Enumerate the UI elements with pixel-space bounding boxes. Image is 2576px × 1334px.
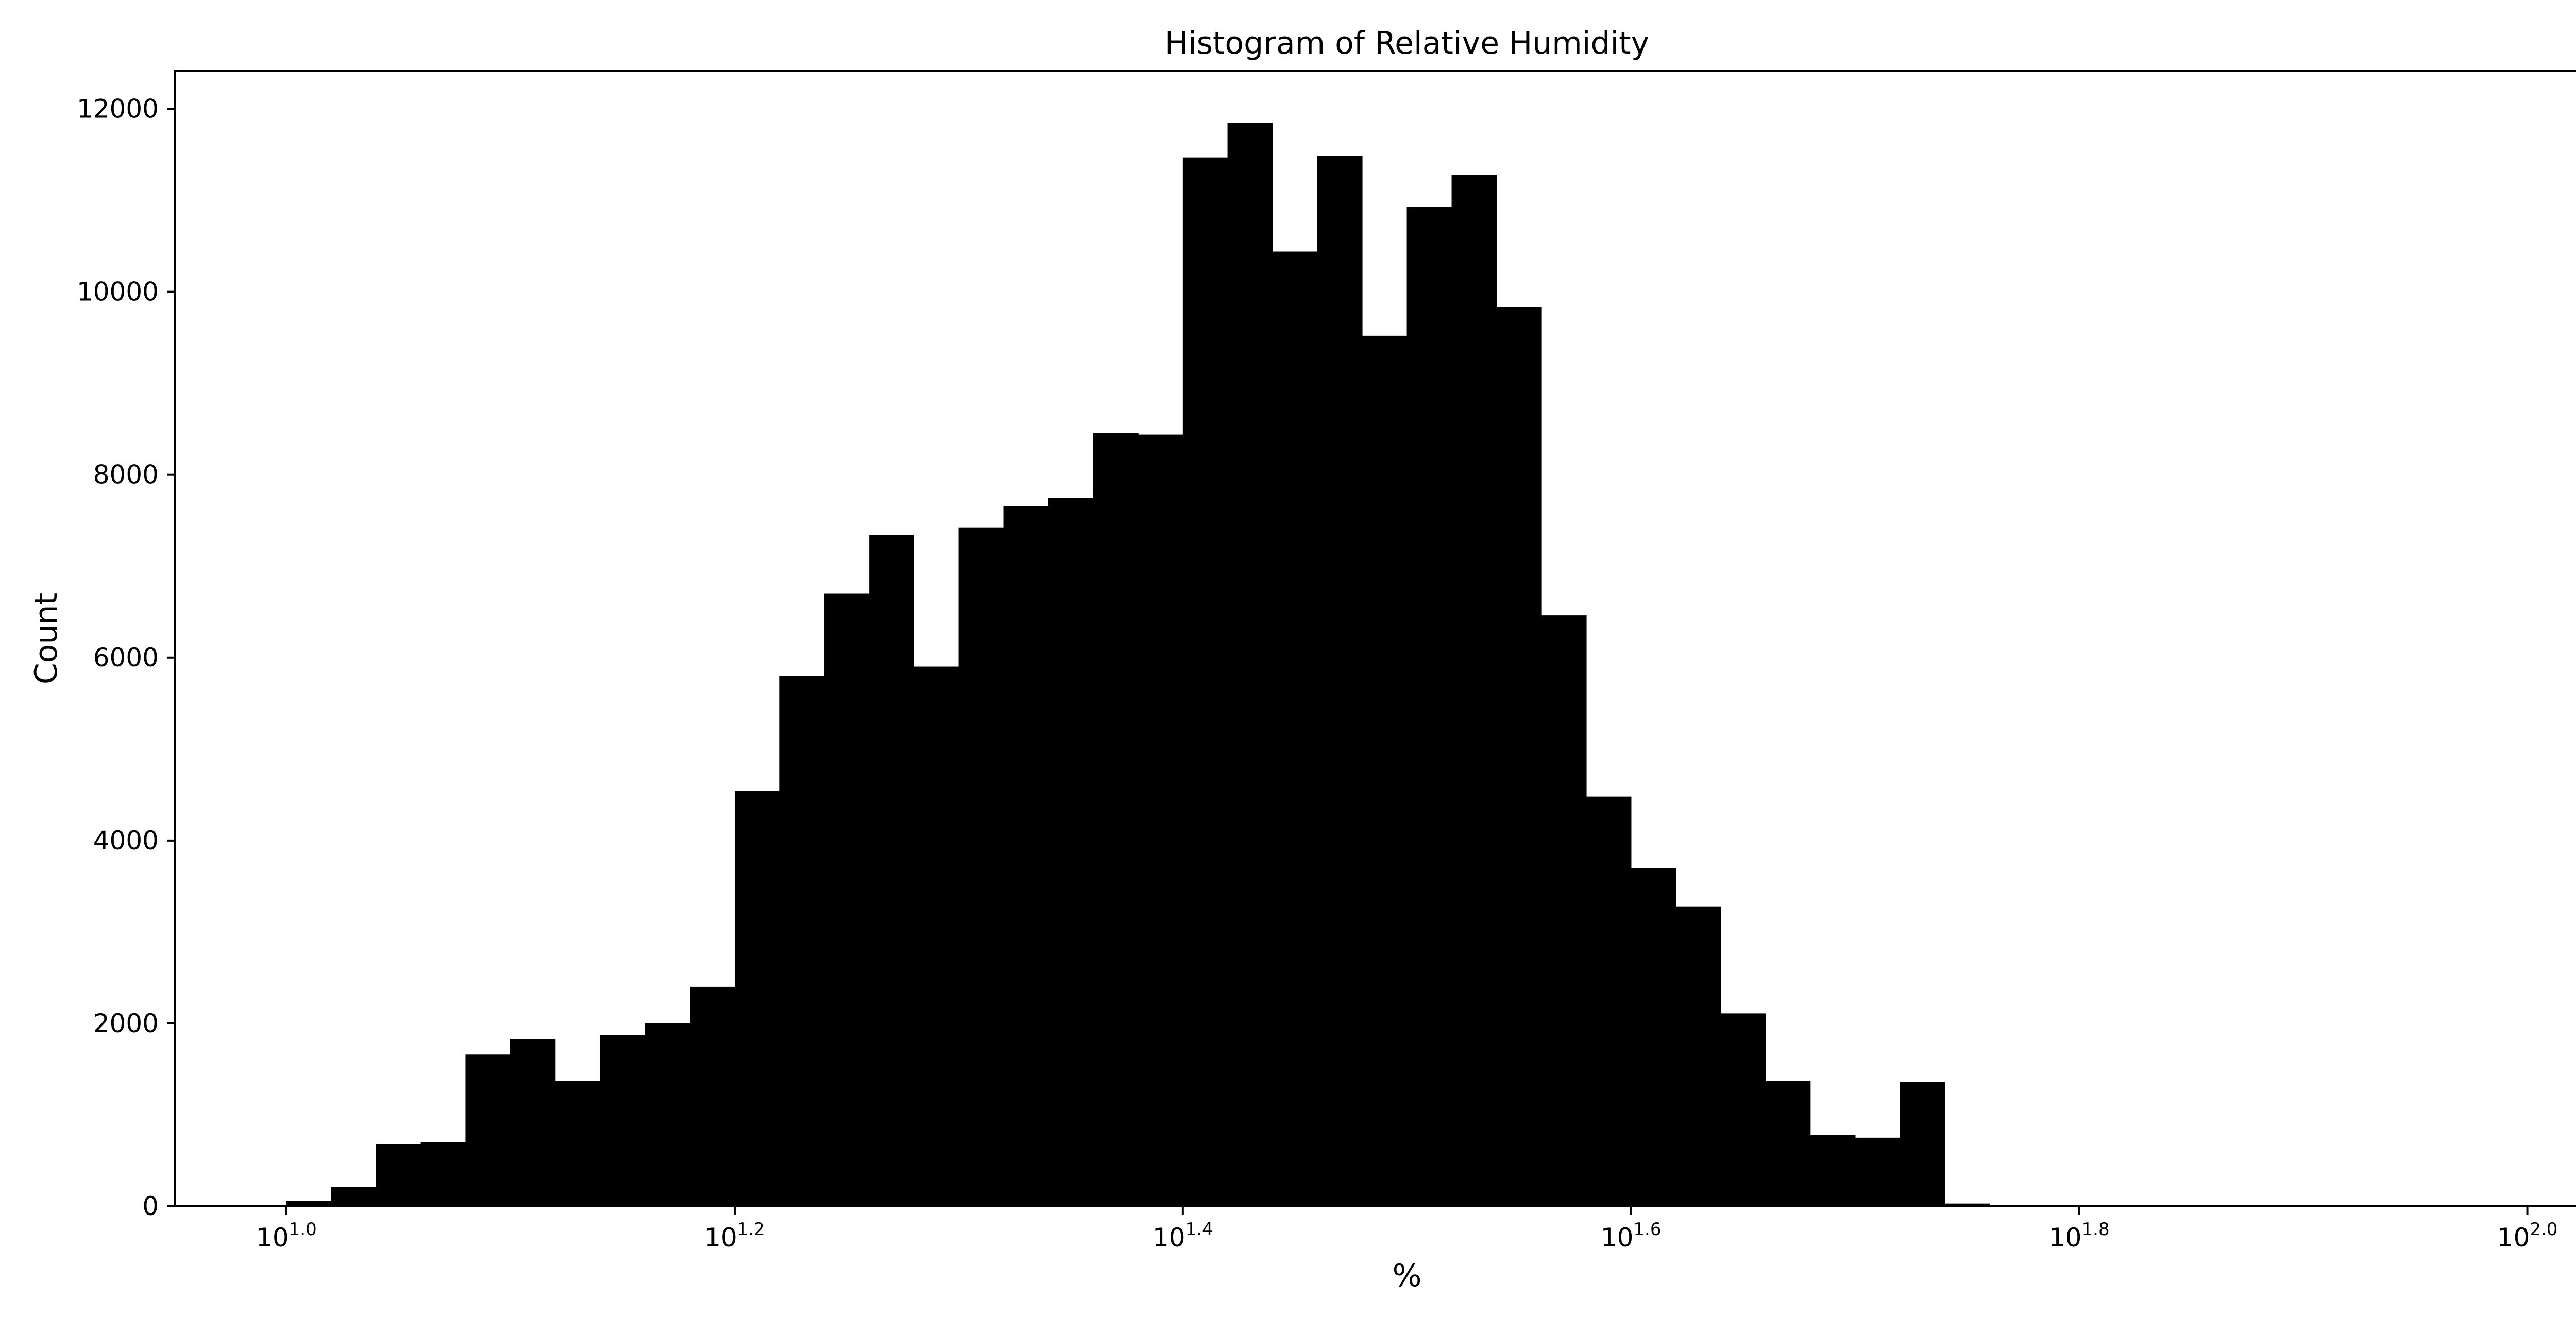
histogram-bar	[420, 1142, 466, 1206]
histogram-bar	[1810, 1135, 1856, 1206]
histogram-bar	[1406, 207, 1452, 1206]
histogram-bar	[376, 1144, 421, 1206]
histogram-bar	[869, 535, 914, 1206]
histogram-bar	[645, 1023, 691, 1206]
y-tick-label: 4000	[93, 826, 159, 856]
histogram-bar	[1631, 868, 1676, 1206]
histogram-bar	[734, 791, 781, 1206]
histogram-bar	[1765, 1081, 1811, 1206]
x-tick-label: 101.6	[1601, 1219, 1662, 1253]
y-tick-label: 6000	[93, 643, 159, 673]
histogram-bar	[1317, 156, 1363, 1206]
histogram-bar	[1496, 307, 1542, 1206]
histogram-bar	[1272, 251, 1318, 1206]
x-tick-label: 101.8	[2049, 1219, 2110, 1253]
histogram-bar	[600, 1035, 646, 1206]
histogram-bar	[1227, 123, 1273, 1207]
histogram-bar	[1675, 906, 1721, 1206]
histogram-bar	[1541, 615, 1587, 1206]
x-tick-label: 102.0	[2497, 1219, 2558, 1253]
y-tick-label: 0	[142, 1191, 159, 1221]
histogram-bar	[1003, 506, 1049, 1206]
histogram-bar	[1855, 1137, 1901, 1206]
histogram-bar	[1451, 175, 1497, 1206]
histogram-bar	[286, 1201, 332, 1206]
y-tick-label: 2000	[93, 1008, 159, 1038]
histogram-bar	[824, 593, 870, 1206]
y-axis-label: Count	[28, 593, 64, 685]
histogram-bar	[1720, 1013, 1766, 1206]
y-tick-label: 8000	[93, 460, 159, 490]
histogram-bar	[958, 527, 1004, 1206]
histogram-bar	[510, 1039, 556, 1206]
histogram-bar	[913, 666, 959, 1206]
plot-frame	[174, 70, 2576, 1207]
x-axis-label: %	[1392, 1258, 1421, 1294]
x-tick-label: 101.2	[704, 1219, 765, 1253]
histogram-bar	[1182, 157, 1228, 1206]
y-axis-ticks: 0 2000 4000 6000 8000 10000 12000	[77, 94, 175, 1221]
y-tick-label: 10000	[77, 277, 159, 307]
chart-title: Histogram of Relative Humidity	[1165, 25, 1649, 61]
histogram-bar	[1362, 335, 1408, 1206]
histogram-bar	[555, 1081, 601, 1206]
histogram-bars	[286, 123, 2035, 1207]
y-tick-label: 12000	[77, 94, 159, 124]
x-tick-label: 101.4	[1153, 1219, 1213, 1253]
histogram-bar	[779, 676, 825, 1206]
histogram-bar	[331, 1187, 376, 1206]
x-axis-ticks: 101.0 101.2 101.4 101.6 101.8 102.0	[256, 1206, 2557, 1253]
histogram-bar	[690, 986, 735, 1206]
histogram-bar	[1586, 796, 1632, 1206]
histogram-bar	[1093, 433, 1139, 1206]
histogram-bar	[1900, 1082, 1945, 1206]
histogram-bar	[1138, 434, 1183, 1206]
x-tick-label: 101.0	[256, 1219, 317, 1253]
histogram-bar	[465, 1054, 511, 1206]
histogram-bar	[1048, 498, 1094, 1206]
histogram-bar	[1944, 1203, 1990, 1206]
